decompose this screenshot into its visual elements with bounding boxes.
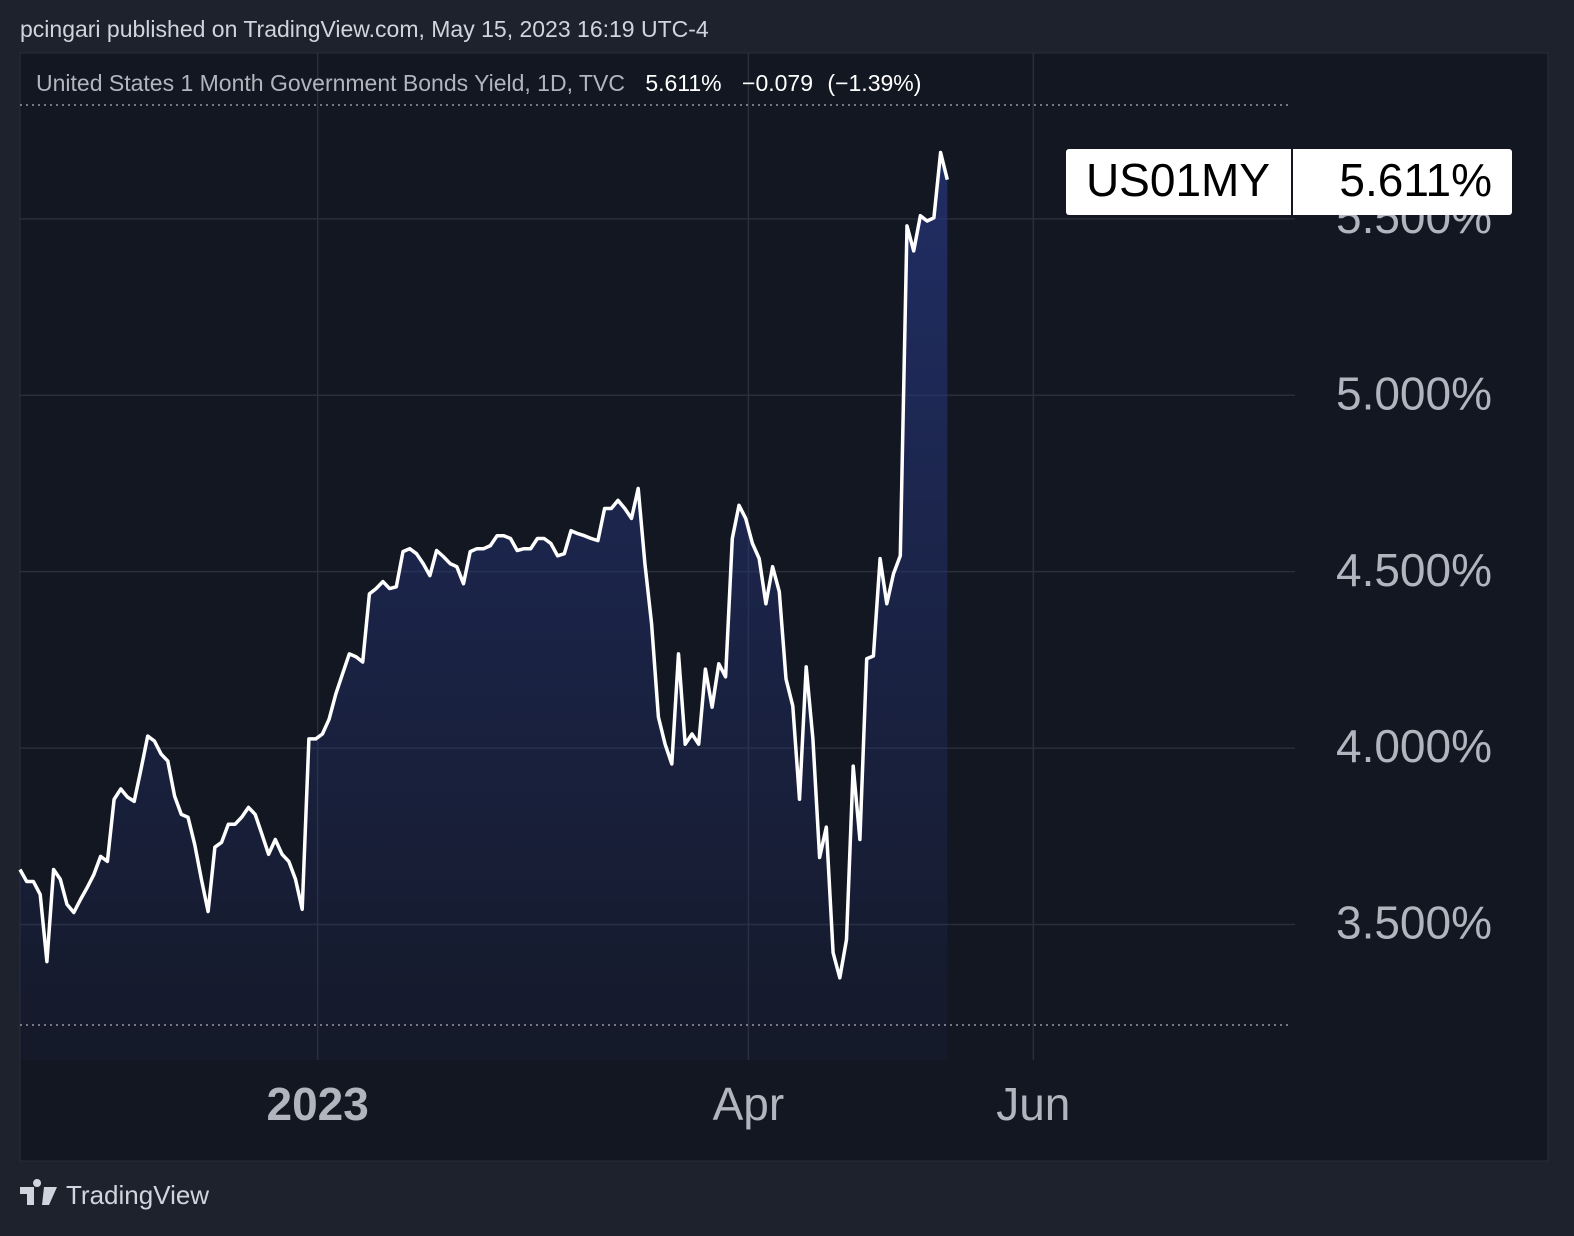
header-change-pct: (−1.39%) (827, 70, 921, 96)
footer-text: TradingView (66, 1180, 209, 1210)
y-tick-label: 5.000% (1336, 367, 1492, 419)
header-change: −0.079 (742, 70, 813, 96)
publisher-line: pcingari published on TradingView.com, M… (20, 16, 709, 42)
plot-area (18, 53, 1295, 1060)
area-fill (20, 152, 948, 1060)
x-tick-label: Jun (996, 1078, 1070, 1130)
x-tick-label: 2023 (267, 1078, 369, 1130)
y-tick-label: 4.000% (1336, 720, 1492, 772)
legend-header: United States 1 Month Government Bonds Y… (36, 70, 921, 96)
last-value-label: 5.611% (1339, 154, 1492, 206)
footer-logo: TradingView (20, 1179, 209, 1210)
y-tick-label: 3.500% (1336, 897, 1492, 949)
header-last: 5.611% (645, 70, 721, 96)
y-tick-label: 4.500% (1336, 544, 1492, 596)
logo-icon (20, 1179, 57, 1205)
symbol-label: US01MY (1086, 154, 1270, 206)
line (18, 150, 949, 980)
series-title: United States 1 Month Government Bonds Y… (36, 70, 625, 96)
price-label-box (1066, 149, 1512, 215)
x-tick-label: Apr (713, 1078, 785, 1130)
